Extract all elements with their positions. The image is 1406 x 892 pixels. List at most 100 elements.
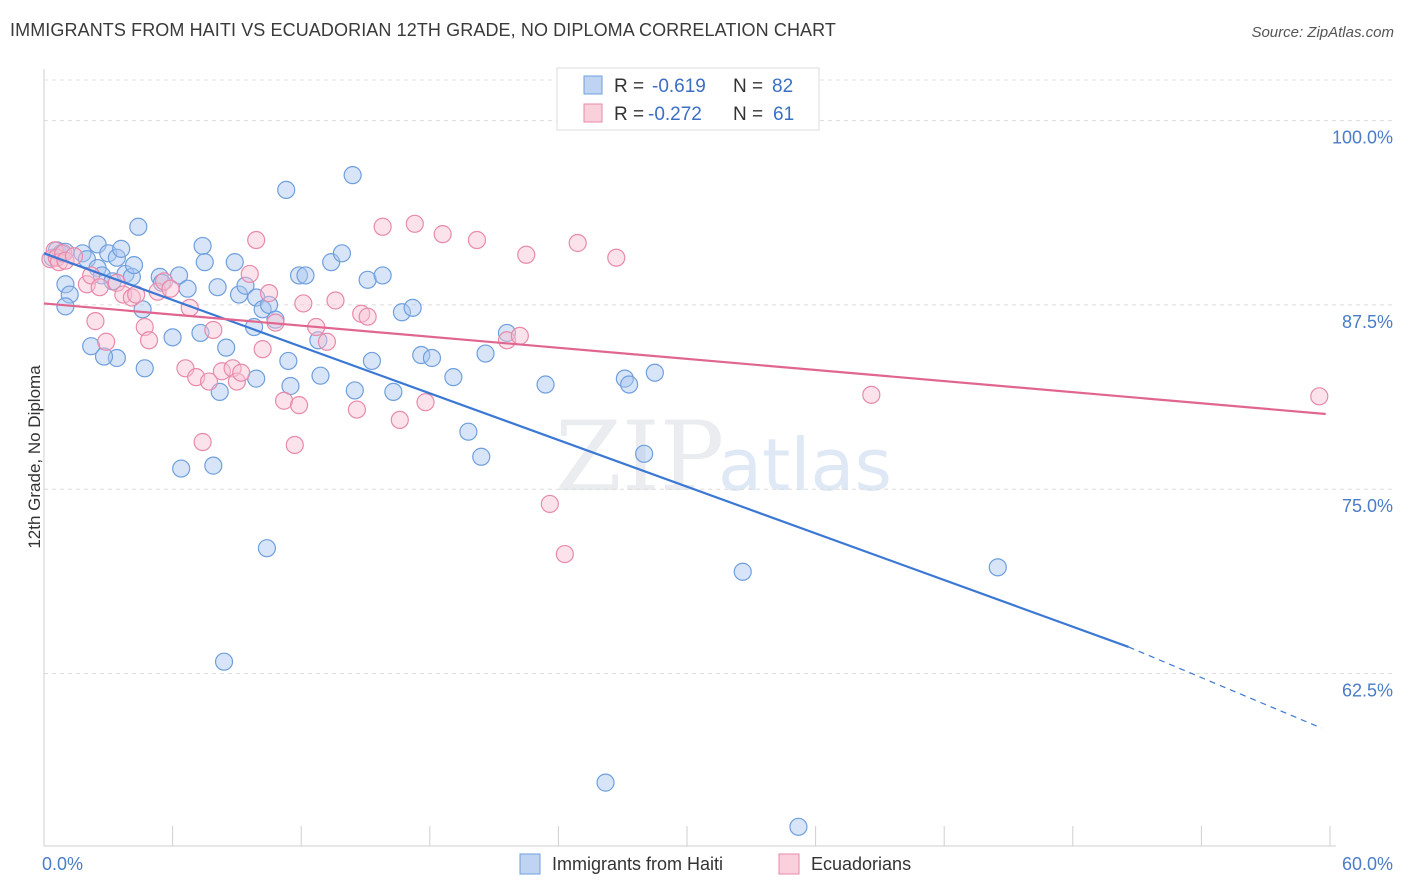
legend-swatch-haiti <box>583 75 603 95</box>
legend-n-value-haiti: 82 <box>772 76 793 97</box>
point-ecuadorians-54 <box>517 245 536 264</box>
point-ecuadorians-26 <box>204 320 223 340</box>
point-haiti-41 <box>279 351 298 371</box>
series-legend-swatch-haiti <box>519 853 541 875</box>
y-tick-label-3: 62.5% <box>1342 680 1393 700</box>
legend-swatch-ecuadorians <box>583 103 603 123</box>
trend-line-ecuadorians <box>43 302 1326 416</box>
point-haiti-31 <box>217 338 236 357</box>
point-haiti-20 <box>129 217 148 236</box>
point-ecuadorians-47 <box>390 410 409 430</box>
point-ecuadorians-4 <box>54 244 73 263</box>
point-haiti-75 <box>988 558 1007 577</box>
y-tick-label-0: 100.0% <box>1332 128 1393 148</box>
point-haiti-47 <box>311 366 330 385</box>
point-haiti-12 <box>107 248 126 267</box>
axes <box>43 69 1336 847</box>
point-ecuadorians-27 <box>212 362 231 381</box>
point-ecuadorians-46 <box>373 217 392 236</box>
point-haiti-55 <box>384 382 403 401</box>
point-haiti-26 <box>163 328 182 347</box>
y-tick-label-2: 75.0% <box>1342 496 1393 516</box>
point-ecuadorians-31 <box>240 264 259 284</box>
series-legend-label-haiti: Immigrants from Haiti <box>552 854 723 874</box>
point-haiti-79 <box>94 347 114 366</box>
point-haiti-13 <box>112 239 131 258</box>
point-ecuadorians-36 <box>274 391 294 410</box>
stats-legend: R = -0.619 N = 82 R = -0.272 N = 61 <box>556 67 820 131</box>
legend-n-value-ecuadorians: 61 <box>773 104 794 125</box>
point-haiti-60 <box>412 345 431 365</box>
x-tick-label-1: 60.0% <box>1342 854 1393 874</box>
series-legend-label-ecuadorians: Ecuadorians <box>811 854 911 874</box>
point-haiti-4 <box>56 275 75 294</box>
point-haiti-65 <box>476 344 495 363</box>
point-ecuadorians-55 <box>540 494 559 514</box>
point-haiti-56 <box>392 303 412 322</box>
point-haiti-78 <box>135 359 154 378</box>
point-haiti-35 <box>236 276 255 295</box>
point-ecuadorians-42 <box>326 291 345 310</box>
point-ecuadorians-53 <box>510 326 529 345</box>
point-ecuadorians-56 <box>555 544 574 564</box>
point-ecuadorians-50 <box>433 225 452 244</box>
point-ecuadorians-9 <box>86 312 105 331</box>
point-haiti-63 <box>459 422 478 441</box>
point-haiti-62 <box>444 368 463 387</box>
point-ecuadorians-20 <box>161 279 180 298</box>
y-tick-labels: 100.0% 87.5% 75.0% 62.5% <box>1332 128 1393 701</box>
point-ecuadorians-49 <box>416 393 435 412</box>
point-haiti-21 <box>82 337 101 356</box>
point-haiti-45 <box>296 266 315 285</box>
point-ecuadorians-30 <box>232 363 251 382</box>
point-ecuadorians-43 <box>347 400 367 419</box>
point-haiti-51 <box>345 381 364 400</box>
point-ecuadorians-41 <box>317 332 337 351</box>
point-haiti-77 <box>789 817 808 836</box>
series-legend: Immigrants from Haiti Ecuadorians <box>519 853 911 875</box>
legend-r-label-haiti: R = <box>614 76 644 97</box>
watermark-atlas: atlas <box>718 423 892 507</box>
point-ecuadorians-60 <box>1310 387 1329 406</box>
point-haiti-58 <box>204 456 223 475</box>
point-haiti-64 <box>472 447 491 466</box>
x-tick-label-0: 0.0% <box>42 854 83 874</box>
point-ecuadorians-24 <box>193 432 212 452</box>
point-haiti-61 <box>422 348 442 368</box>
point-haiti-52 <box>358 270 377 289</box>
scatter-points <box>41 166 1329 836</box>
point-haiti-59 <box>172 459 191 478</box>
x-minor-ticks <box>43 826 1331 846</box>
point-haiti-73 <box>214 652 234 671</box>
point-haiti-50 <box>343 166 362 185</box>
point-ecuadorians-10 <box>90 278 109 297</box>
point-haiti-69 <box>620 375 639 394</box>
point-ecuadorians-33 <box>253 340 272 359</box>
point-ecuadorians-29 <box>227 372 246 391</box>
point-ecuadorians-34 <box>259 284 279 303</box>
point-ecuadorians-11 <box>97 332 116 351</box>
point-haiti-30 <box>208 278 227 297</box>
watermark-zip: ZIP <box>555 401 724 513</box>
point-haiti-53 <box>362 351 382 371</box>
legend-n-label-haiti: N = <box>733 76 763 97</box>
point-ecuadorians-58 <box>607 248 626 267</box>
chart-title: IMMIGRANTS FROM HAITI VS ECUADORIAN 12TH… <box>10 20 837 40</box>
point-ecuadorians-37 <box>285 435 304 455</box>
point-haiti-71 <box>635 444 654 463</box>
y-axis-label: 12th Grade, No Diploma <box>25 365 44 549</box>
point-haiti-74 <box>733 562 752 581</box>
y-tick-label-1: 87.5% <box>1342 312 1393 332</box>
point-ecuadorians-17 <box>139 331 159 350</box>
point-haiti-49 <box>332 244 352 263</box>
trend-lines <box>43 252 1326 729</box>
point-ecuadorians-57 <box>568 233 587 253</box>
point-haiti-76 <box>596 773 615 792</box>
point-haiti-43 <box>277 180 296 199</box>
legend-r-value-ecuadorians: -0.272 <box>648 104 702 125</box>
point-haiti-33 <box>225 253 244 272</box>
point-haiti-67 <box>536 375 555 394</box>
point-ecuadorians-32 <box>247 230 266 250</box>
legend-r-value-haiti: -0.619 <box>652 76 706 97</box>
